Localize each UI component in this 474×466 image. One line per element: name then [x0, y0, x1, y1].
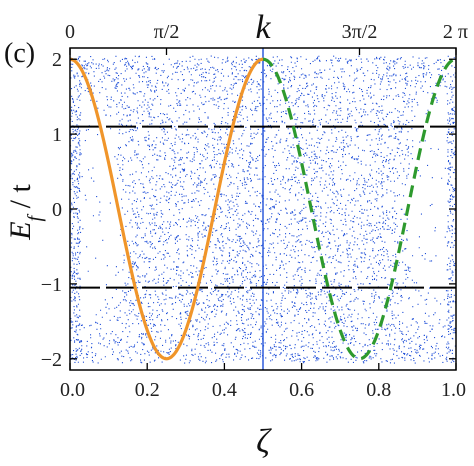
panel-label: (c) — [4, 38, 35, 69]
x-tick-label-4: 0.8 — [366, 379, 391, 401]
curve-green — [262, 57, 456, 361]
y-tick-label-3: 1 — [52, 124, 62, 146]
y-axis-label-sub: f — [24, 213, 46, 221]
y-axis-label: Ef / t — [4, 184, 46, 241]
y-tick-label-2: 0 — [52, 199, 62, 221]
top-tick-label-0: 0 — [65, 21, 75, 43]
x-axis-label: ζ — [256, 423, 272, 460]
y-axis-label-rest: / t — [4, 184, 37, 216]
x-tick-label-2: 0.4 — [212, 379, 237, 401]
top-tick-label-2: 3π/2 — [342, 21, 378, 43]
y-tick-label-0: −2 — [41, 349, 62, 371]
y-tick-label-1: −1 — [41, 274, 62, 296]
x-tick-label-3: 0.6 — [289, 379, 314, 401]
x-tick-label-0: 0.0 — [60, 379, 85, 401]
top-tick-label-3: 2 π — [443, 21, 468, 43]
y-tick-label-4: 2 — [52, 49, 62, 71]
top-axis-label: k — [255, 9, 271, 46]
y-axis-label-main: E — [4, 221, 37, 240]
top-tick-label-1: π/2 — [154, 21, 180, 43]
x-tick-label-1: 0.2 — [135, 379, 160, 401]
x-tick-label-5: 1.0 — [441, 379, 466, 401]
curve-layer — [70, 48, 456, 370]
curve-orange — [70, 57, 265, 361]
